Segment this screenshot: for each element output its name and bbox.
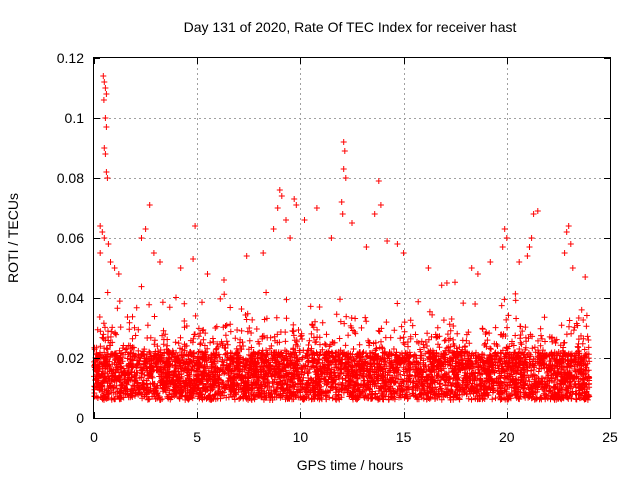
roti-point <box>340 139 347 145</box>
roti-point <box>104 175 111 181</box>
roti-point <box>177 265 184 271</box>
roti-point <box>146 202 153 208</box>
roti-point <box>103 169 110 175</box>
roti-point <box>516 259 523 265</box>
roti-point <box>283 217 289 223</box>
y-tick-label: 0.02 <box>57 350 84 366</box>
roti-point <box>100 97 107 103</box>
y-tick-label: 0.1 <box>65 110 85 126</box>
roti-point <box>338 199 345 205</box>
roti-point <box>101 79 108 85</box>
roti-point <box>276 187 283 193</box>
roti-point <box>567 241 574 247</box>
roti-point <box>99 229 106 235</box>
x-tick-label: 15 <box>396 429 412 445</box>
roti-point <box>150 250 157 256</box>
roti-point <box>293 202 300 208</box>
roti-point <box>142 226 149 232</box>
roti-point <box>363 244 370 250</box>
roti-point <box>503 235 510 241</box>
roti-point <box>243 253 250 259</box>
x-tick-label: 10 <box>293 429 309 445</box>
roti-point <box>102 115 109 121</box>
roti-point <box>342 175 349 181</box>
roti-point <box>561 250 568 256</box>
roti-point <box>487 259 494 265</box>
x-tick-label: 5 <box>193 429 201 445</box>
roti-point <box>443 280 450 286</box>
roti-point <box>394 241 401 247</box>
roti-point <box>103 91 110 97</box>
y-tick-label: 0.06 <box>57 230 84 246</box>
roti-point <box>274 205 281 211</box>
roti-point <box>328 235 335 241</box>
y-tick-label: 0.12 <box>57 50 84 66</box>
x-axis-label: GPS time / hours <box>297 457 404 473</box>
roti-point <box>301 217 308 223</box>
roti-point <box>528 235 535 241</box>
roti-point <box>371 211 378 217</box>
roti-point <box>291 196 298 202</box>
roti-point <box>190 256 197 262</box>
roti-point <box>501 226 508 232</box>
roti-point <box>102 85 109 91</box>
roti-point <box>287 235 294 241</box>
roti-point <box>425 265 432 271</box>
roti-point <box>375 178 382 184</box>
roti-point <box>582 274 589 280</box>
roti-point <box>313 205 320 211</box>
roti-point <box>105 241 112 247</box>
roti-point <box>340 166 347 172</box>
chart-title: Day 131 of 2020, Rate Of TEC Index for r… <box>184 19 517 35</box>
roti-point <box>97 223 104 229</box>
roti-point <box>260 250 267 256</box>
roti-point <box>384 238 391 244</box>
roti-point <box>569 265 576 271</box>
roti-point <box>349 220 355 226</box>
plot-frame <box>93 57 611 419</box>
roti-point <box>339 211 346 217</box>
y-tick-label: 0.08 <box>57 170 84 186</box>
roti-point <box>341 148 348 154</box>
y-tick-label: 0.04 <box>57 290 84 306</box>
roti-point <box>101 235 108 241</box>
tick-labels: 0 5 10 15 20 25 0 0.02 0.04 0.06 0.08 0.1 0.12 <box>57 50 618 445</box>
roti-point-cloud <box>91 279 593 403</box>
roti-point <box>221 277 227 283</box>
roti-point <box>111 265 118 271</box>
roti-point <box>530 211 537 217</box>
roti-point <box>474 271 481 277</box>
x-tick-label: 25 <box>602 429 618 445</box>
y-axis-label: ROTI / TECUs <box>5 193 21 283</box>
roti-point <box>270 226 277 232</box>
roti-point <box>563 229 570 235</box>
roti-point <box>97 250 104 256</box>
roti-point <box>468 265 475 271</box>
roti-point <box>100 73 107 79</box>
roti-point <box>204 271 211 277</box>
roti-point <box>103 124 110 130</box>
roti-point <box>101 145 108 151</box>
roti-point <box>524 253 531 259</box>
roti-point <box>526 244 533 250</box>
roti-point <box>102 151 109 157</box>
roti-point <box>565 223 572 229</box>
roti-point <box>377 202 384 208</box>
x-tick-label: 20 <box>499 429 515 445</box>
roti-point <box>157 259 163 265</box>
roti-point <box>400 250 407 256</box>
roti-point <box>278 193 285 199</box>
roti-point <box>192 223 199 229</box>
roti-point <box>107 259 114 265</box>
y-tick-label: 0 <box>76 410 84 426</box>
data-points <box>91 73 593 403</box>
x-tick-label: 0 <box>90 429 98 445</box>
roti-point <box>138 235 145 241</box>
axis-ticks <box>94 58 611 419</box>
roti-point <box>534 208 541 214</box>
roti-point <box>499 244 506 250</box>
roti-point <box>115 271 122 277</box>
